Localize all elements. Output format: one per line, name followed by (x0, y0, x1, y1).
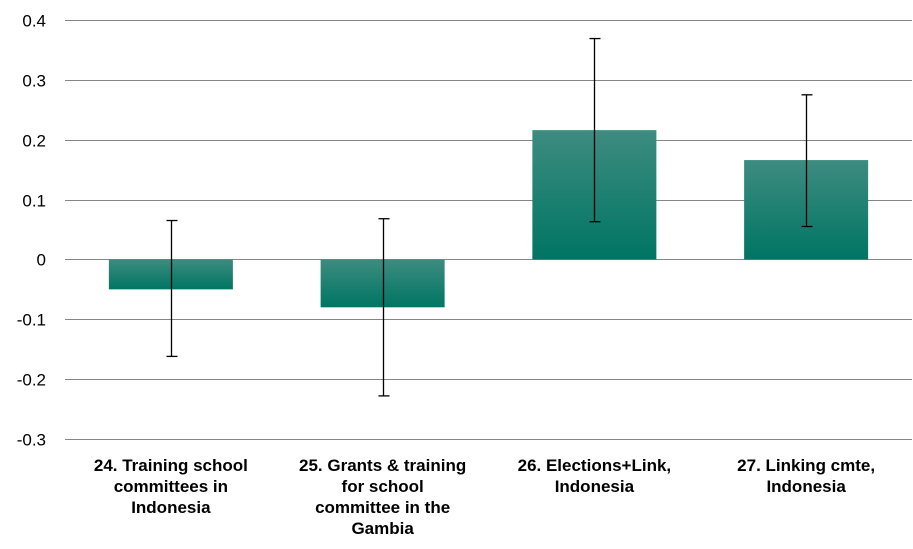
x-label-24: 24. Training school committees in Indone… (93, 456, 248, 517)
y-tick-label: -0.1 (17, 311, 46, 330)
y-tick-label: -0.3 (17, 431, 46, 450)
error-bar-1 (378, 218, 390, 397)
error-bar-2 (589, 37, 601, 223)
error-bar-0 (166, 219, 178, 358)
y-axis-ticks: 0.4 0.3 0.2 0.1 0 -0.1 -0.2 -0.3 (17, 12, 46, 450)
error-bar-3 (801, 94, 813, 228)
y-tick-label: 0.4 (22, 12, 46, 31)
error-bars (166, 37, 813, 397)
y-tick-label: -0.2 (17, 371, 46, 390)
y-tick-label: 0.2 (22, 132, 46, 151)
y-tick-label: 0.1 (22, 192, 46, 211)
x-label-26: 26. Elections+Link, Indonesia (517, 456, 672, 496)
bars (108, 130, 869, 308)
x-label-27: 27. Linking cmte, Indonesia (737, 456, 876, 496)
x-label-25: 25. Grants & training for school committ… (299, 456, 467, 538)
bar-1 (320, 259, 445, 308)
y-tick-label: 0.3 (22, 72, 46, 91)
y-tick-label: 0 (37, 251, 46, 270)
